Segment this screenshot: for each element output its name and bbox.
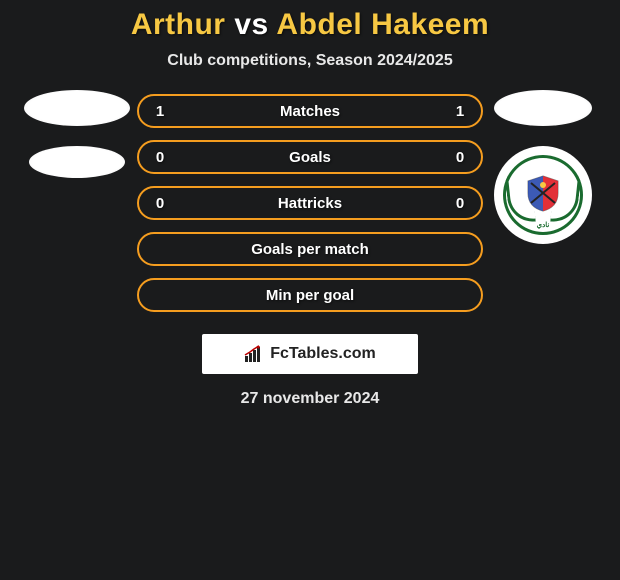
player-avatar-1 bbox=[24, 90, 130, 126]
stat-column: 1Matches10Goals00Hattricks0Goals per mat… bbox=[137, 94, 483, 312]
stat-left-value: 1 bbox=[153, 103, 167, 120]
stat-label: Hattricks bbox=[139, 195, 481, 212]
stat-right-value: 0 bbox=[453, 149, 467, 166]
stat-label: Goals per match bbox=[139, 241, 481, 258]
club-badge-text: نادي bbox=[503, 221, 583, 229]
stat-row-hattricks: 0Hattricks0 bbox=[137, 186, 483, 220]
stat-label: Matches bbox=[139, 103, 481, 120]
bar-chart-icon bbox=[244, 345, 264, 363]
club-badge: نادي bbox=[494, 146, 592, 244]
stat-label: Min per goal bbox=[139, 287, 481, 304]
player-avatar-3 bbox=[494, 90, 592, 126]
club-shield-icon bbox=[523, 173, 563, 213]
brand-box[interactable]: FcTables.com bbox=[202, 334, 418, 374]
stat-right-value: 1 bbox=[453, 103, 467, 120]
title-vs: vs bbox=[234, 8, 268, 41]
stat-right-value: 0 bbox=[453, 195, 467, 212]
comparison-section: 1Matches10Goals00Hattricks0Goals per mat… bbox=[0, 90, 620, 312]
stat-row-matches: 1Matches1 bbox=[137, 94, 483, 128]
stat-left-value: 0 bbox=[153, 149, 167, 166]
stat-row-min-per-goal: Min per goal bbox=[137, 278, 483, 312]
stat-label: Goals bbox=[139, 149, 481, 166]
player-avatar-2 bbox=[29, 146, 125, 178]
page-title: Arthur vs Abdel Hakeem bbox=[131, 8, 489, 42]
right-column: نادي bbox=[483, 90, 603, 244]
brand-text: FcTables.com bbox=[270, 345, 376, 363]
date-text: 27 november 2024 bbox=[241, 390, 380, 408]
stat-row-goals: 0Goals0 bbox=[137, 140, 483, 174]
title-player2: Abdel Hakeem bbox=[276, 8, 489, 41]
club-badge-inner: نادي bbox=[503, 155, 583, 235]
subtitle: Club competitions, Season 2024/2025 bbox=[167, 52, 452, 70]
left-column bbox=[17, 90, 137, 192]
title-player1: Arthur bbox=[131, 8, 226, 41]
stat-left-value: 0 bbox=[153, 195, 167, 212]
stat-row-goals-per-match: Goals per match bbox=[137, 232, 483, 266]
root: Arthur vs Abdel Hakeem Club competitions… bbox=[0, 0, 620, 408]
